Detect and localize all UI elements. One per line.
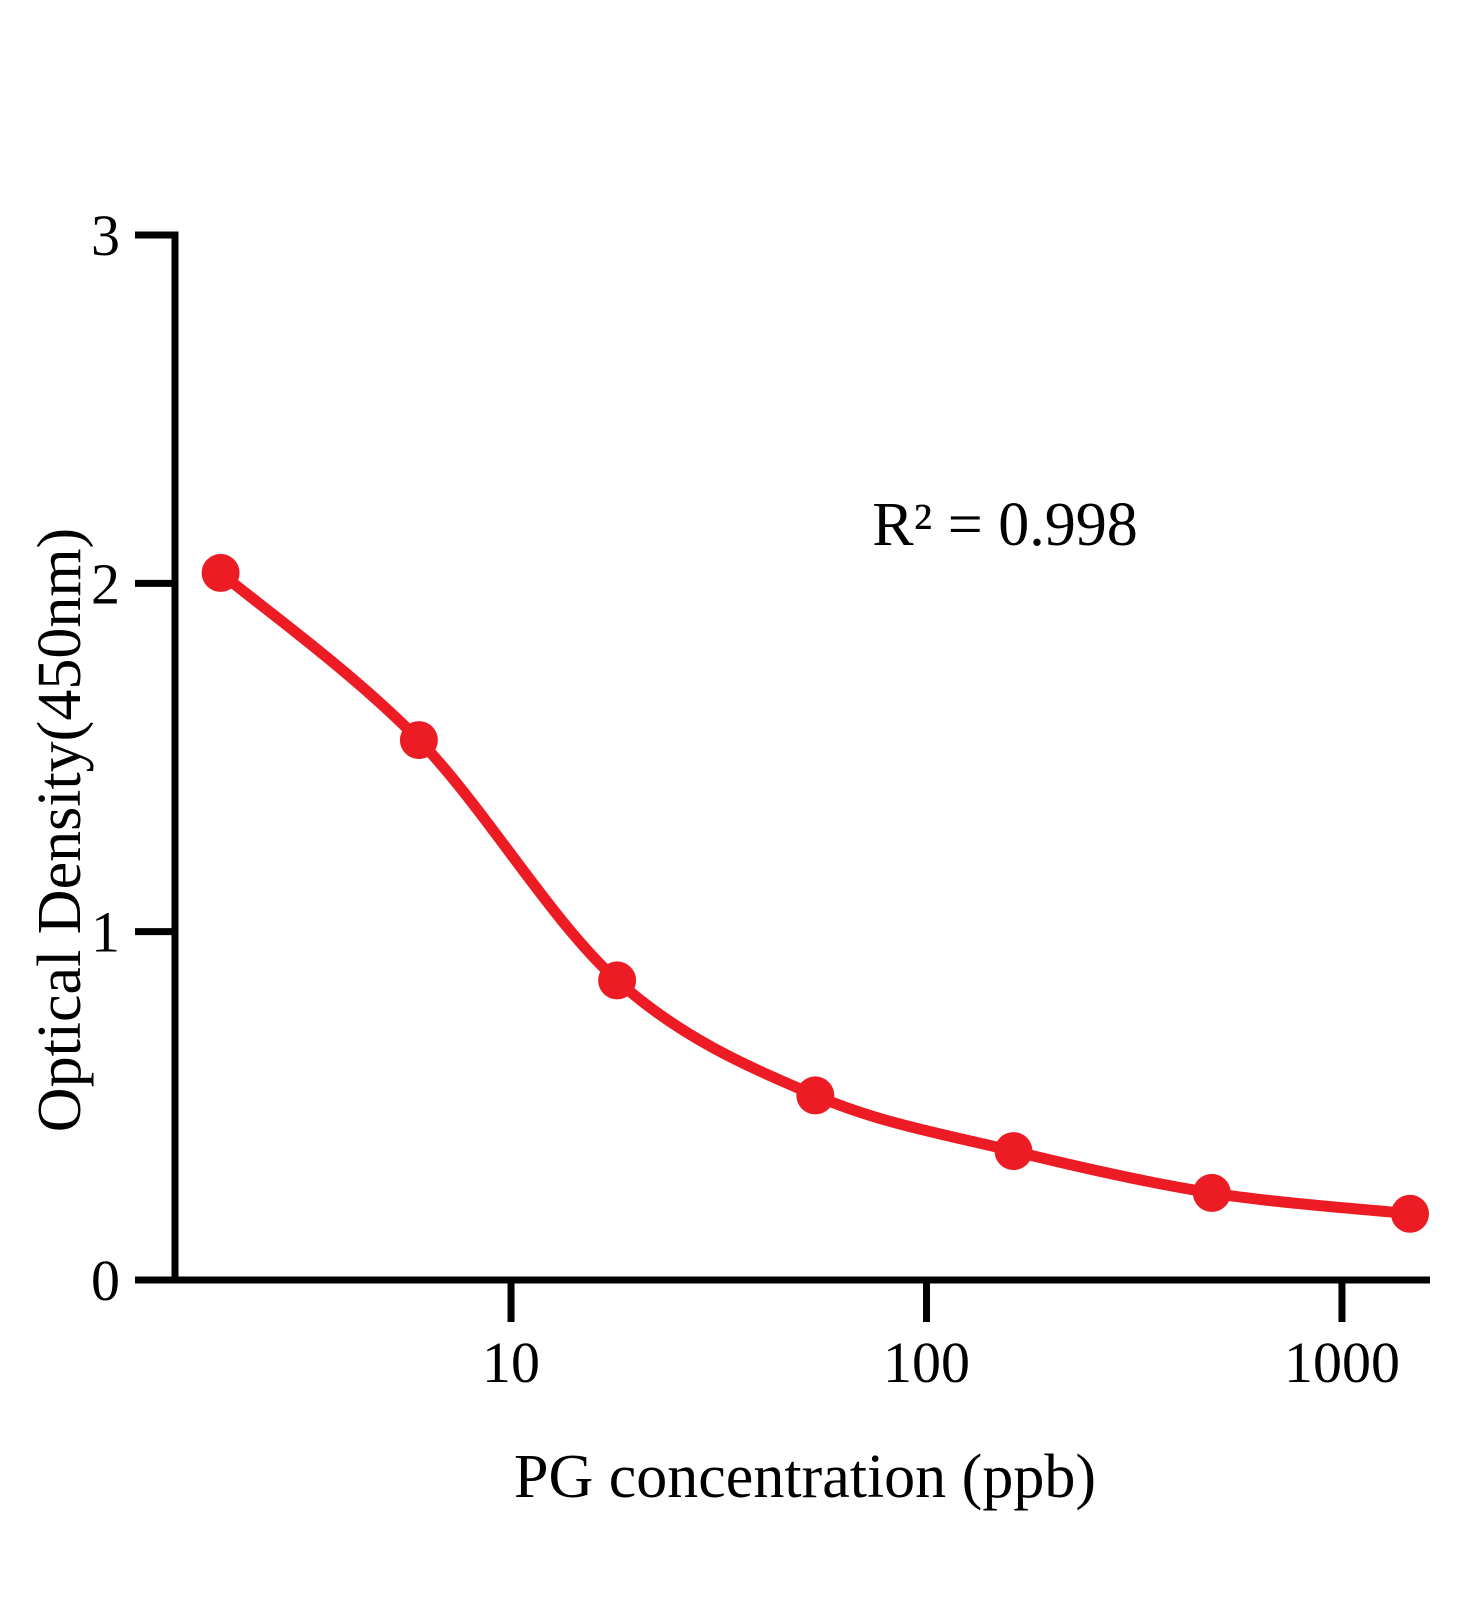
x-axis-title: PG concentration (ppb) (514, 1443, 1096, 1511)
fit-curve (215, 567, 1416, 1220)
data-point-marker (994, 1132, 1033, 1171)
data-point-marker (598, 961, 637, 1000)
data-point-marker (1391, 1194, 1429, 1233)
data-point-marker (796, 1076, 835, 1115)
y-tick-label: 2 (91, 551, 120, 616)
y-axis-title: Optical Density(450nm) (26, 528, 94, 1132)
x-tick-label: 10 (482, 1330, 540, 1395)
data-point-marker (1192, 1173, 1231, 1212)
plot-area: 0 1 2 3 10 100 1000 (91, 203, 1430, 1395)
y-tick-label: 0 (91, 1248, 120, 1313)
x-tick-label: 1000 (1284, 1330, 1400, 1395)
y-tick-label: 1 (91, 900, 120, 965)
r-squared-annotation: R² = 0.998 (872, 491, 1137, 559)
y-tick-label: 3 (91, 203, 120, 268)
data-point-marker (399, 721, 438, 760)
x-tick-label: 100 (883, 1330, 970, 1395)
data-point-marker (201, 553, 240, 592)
